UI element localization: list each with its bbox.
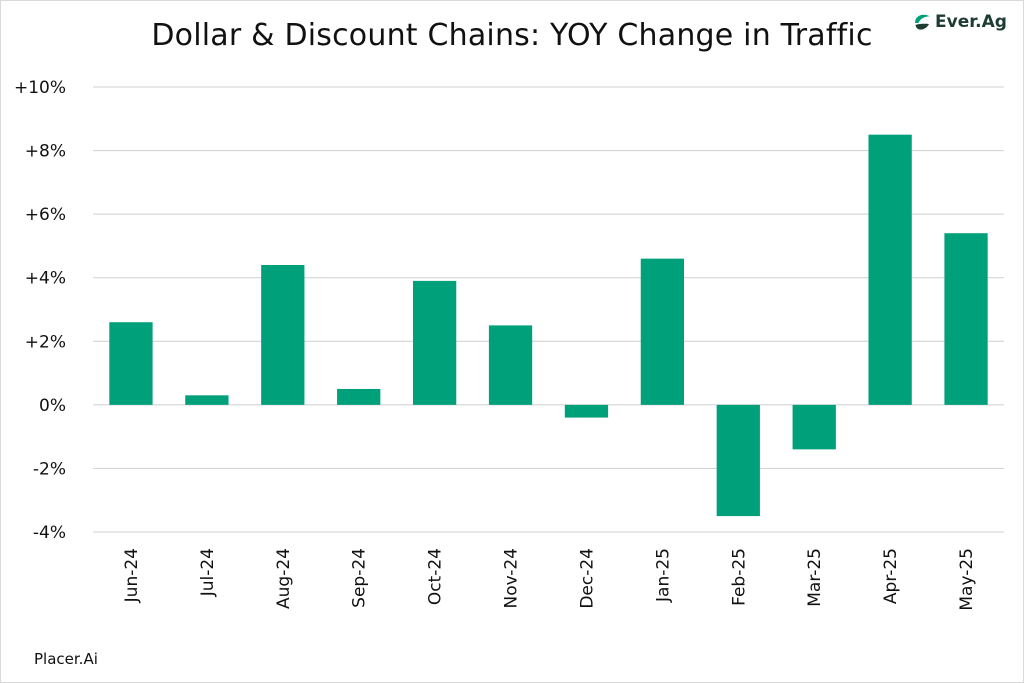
x-tick-label: Jan-25 bbox=[653, 548, 673, 603]
bar bbox=[488, 325, 533, 405]
x-tick-label: Feb-25 bbox=[729, 548, 749, 606]
x-tick-label: Oct-24 bbox=[426, 548, 446, 605]
y-tick-label: -4% bbox=[33, 523, 66, 543]
x-tick-label: Dec-24 bbox=[577, 548, 597, 609]
bar bbox=[261, 265, 305, 405]
x-tick-label: Apr-25 bbox=[881, 548, 901, 604]
bar bbox=[640, 258, 685, 405]
ever-ag-logo: Ever.Ag bbox=[912, 8, 1007, 36]
bar bbox=[109, 322, 153, 405]
y-tick-label: +10% bbox=[14, 78, 66, 98]
bar bbox=[337, 388, 381, 405]
y-tick-label: +6% bbox=[25, 205, 66, 225]
bar bbox=[868, 134, 912, 405]
ever-ag-leaf-icon bbox=[915, 14, 930, 30]
bar bbox=[792, 404, 836, 450]
y-tick-label: -2% bbox=[33, 459, 66, 479]
chart-title: Dollar & Discount Chains: YOY Change in … bbox=[151, 18, 873, 53]
bar bbox=[944, 233, 988, 405]
y-tick-label: +2% bbox=[25, 332, 66, 352]
x-tick-label: May-25 bbox=[957, 548, 977, 611]
x-tick-label: Aug-24 bbox=[274, 548, 294, 609]
logo-text: Ever.Ag bbox=[935, 12, 1007, 32]
x-tick-label: Jul-24 bbox=[198, 548, 218, 597]
y-tick-label: 0% bbox=[39, 396, 66, 416]
bar bbox=[716, 404, 760, 517]
bar bbox=[412, 280, 457, 405]
y-tick-label: +4% bbox=[25, 269, 66, 289]
x-tick-label: Jun-24 bbox=[122, 548, 142, 603]
y-tick-label: +8% bbox=[25, 142, 66, 162]
source-label: Placer.Ai bbox=[34, 650, 98, 668]
x-tick-label: Nov-24 bbox=[502, 548, 522, 609]
x-tick-label: Sep-24 bbox=[350, 548, 370, 608]
bar bbox=[564, 404, 609, 418]
bar bbox=[185, 395, 229, 405]
x-tick-label: Mar-25 bbox=[805, 548, 825, 607]
